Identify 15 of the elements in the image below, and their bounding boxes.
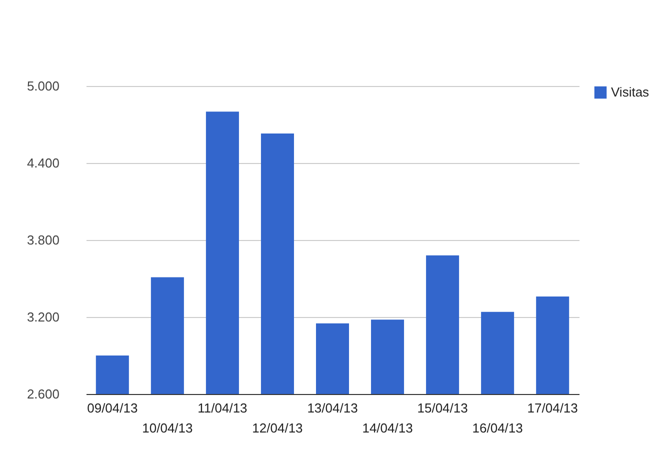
y-tick-label: 2.600 bbox=[26, 386, 60, 402]
legend-label: Visitas bbox=[611, 84, 650, 100]
x-tick-label: 12/04/13 bbox=[252, 420, 303, 436]
x-tick-label: 14/04/13 bbox=[362, 420, 413, 436]
x-tick-label: 16/04/13 bbox=[472, 420, 523, 436]
y-tick-label: 3.200 bbox=[26, 310, 60, 324]
x-tick-label: 15/04/13 bbox=[417, 400, 468, 416]
y-tick-label: 3.800 bbox=[26, 232, 60, 248]
y-tick-label: 4.400 bbox=[26, 156, 60, 170]
y-tick-label: 5.000 bbox=[26, 78, 60, 94]
x-tick-label: 11/04/13 bbox=[198, 400, 248, 416]
x-tick-label: 17/04/13 bbox=[527, 400, 578, 416]
x-tick-label: 10/04/13 bbox=[142, 420, 193, 436]
x-tick-label: 09/04/13 bbox=[87, 400, 138, 416]
x-tick-label: 13/04/13 bbox=[307, 400, 358, 416]
